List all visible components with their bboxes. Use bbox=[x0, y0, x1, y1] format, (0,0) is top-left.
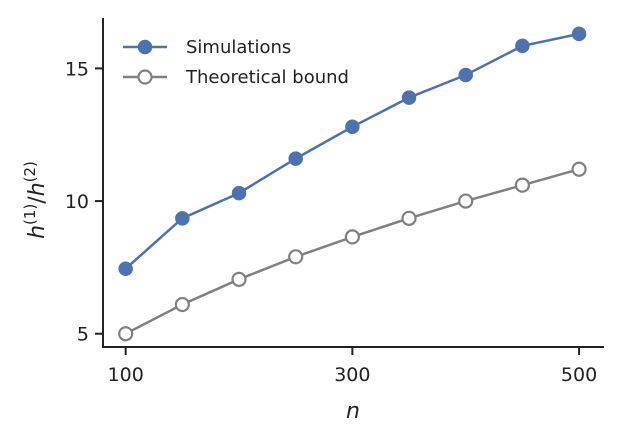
data-point bbox=[231, 185, 247, 201]
data-point bbox=[288, 151, 303, 166]
series-line bbox=[125, 167, 580, 335]
legend-item: Theoretical bound bbox=[123, 67, 349, 88]
data-point bbox=[345, 119, 360, 135]
y-axis-title-sup-2: (2) bbox=[21, 161, 39, 182]
x-tick-label: 100 bbox=[108, 364, 144, 386]
legend-label: Simulations bbox=[186, 37, 291, 58]
data-point bbox=[401, 90, 417, 105]
data-point bbox=[344, 229, 360, 245]
series-layer bbox=[118, 26, 587, 342]
y-tick-label: 15 bbox=[65, 58, 89, 80]
x-tick-label: 300 bbox=[334, 364, 370, 386]
data-point bbox=[458, 193, 474, 209]
data-point bbox=[118, 326, 134, 342]
y-tick-label: 5 bbox=[77, 324, 89, 346]
y-axis-title: h(1)/h(2) bbox=[21, 161, 50, 239]
y-axis-title-base-1: h bbox=[25, 225, 50, 239]
y-ticks: 5 10 15 bbox=[65, 58, 103, 346]
x-tick-label: 500 bbox=[561, 364, 597, 386]
data-point bbox=[118, 261, 133, 276]
legend-swatch-marker bbox=[137, 39, 153, 55]
legend-label: Theoretical bound bbox=[185, 67, 349, 88]
legend-swatch-marker bbox=[137, 69, 153, 85]
y-tick-label: 10 bbox=[65, 191, 89, 213]
x-ticks: 100 300 500 bbox=[108, 347, 597, 386]
legend: Simulations Theoretical bound bbox=[123, 37, 349, 88]
y-axis-title-sup-1: (1) bbox=[21, 204, 39, 225]
data-point bbox=[515, 38, 530, 54]
data-point bbox=[175, 211, 190, 226]
y-axis-title-slash: / bbox=[25, 196, 50, 204]
series-theoretical-bound bbox=[118, 161, 587, 342]
data-point bbox=[401, 210, 417, 226]
y-axis-title-base-2: h bbox=[25, 182, 50, 196]
legend-item: Simulations bbox=[123, 37, 291, 58]
data-point bbox=[174, 296, 190, 313]
x-axis-title: n bbox=[346, 399, 360, 424]
data-point bbox=[231, 271, 247, 287]
series-simulations bbox=[118, 26, 587, 276]
data-point bbox=[514, 177, 530, 193]
data-point bbox=[458, 67, 473, 83]
data-point bbox=[571, 161, 587, 177]
data-point bbox=[288, 249, 304, 265]
data-point bbox=[571, 26, 587, 42]
